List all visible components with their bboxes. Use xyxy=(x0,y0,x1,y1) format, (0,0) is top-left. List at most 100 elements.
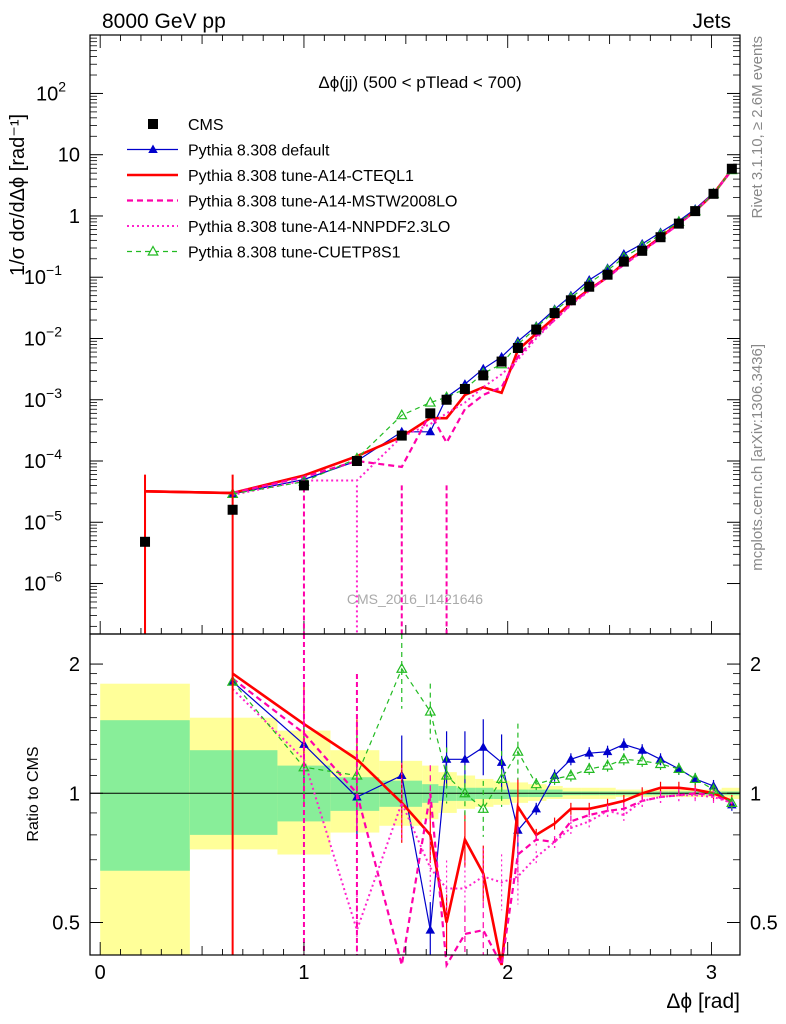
upper-y-tick-label: 102 xyxy=(36,78,66,105)
upper-y-tick-label: 10−1 xyxy=(24,262,62,289)
x-tick-label: 1 xyxy=(298,962,309,984)
default-marker xyxy=(425,426,436,436)
ratio-cuetp8s1-marker xyxy=(601,759,614,770)
series-line xyxy=(232,168,733,495)
legend-label: CMS xyxy=(188,117,224,134)
ratio-y-tick-label-right: 2 xyxy=(750,654,761,676)
cms-data-point xyxy=(459,383,470,394)
cms-data-point xyxy=(618,256,629,267)
x-tick-label: 0 xyxy=(95,962,106,984)
ratio-inner-band xyxy=(493,789,510,799)
cms-data-point xyxy=(708,188,719,199)
ratio-default-marker xyxy=(425,925,436,934)
svg-text:1/σ dσ/dΔϕ [rad⁻¹]: 1/σ dσ/dΔϕ [rad⁻¹] xyxy=(7,114,29,276)
ratio-data-series xyxy=(226,634,738,969)
ratio-default-marker xyxy=(602,746,613,756)
cms-data-point xyxy=(441,394,452,405)
upper-y-tick-label: 10−4 xyxy=(24,446,62,473)
cms-data-point xyxy=(351,456,362,467)
ratio-y-tick-label: 0.5 xyxy=(52,912,80,934)
legend-item: Pythia 8.308 tune-A14-NNPDF2.3LO xyxy=(127,219,450,236)
ratio-default-marker xyxy=(674,763,684,773)
cms-data-point xyxy=(140,536,151,547)
ratio-inner-band xyxy=(100,720,190,871)
cteql1-first-step xyxy=(144,490,233,495)
cms-data-point xyxy=(227,504,238,515)
ratio-y-axis-label: Ratio to CMS xyxy=(25,746,42,841)
x-tick-label: 2 xyxy=(502,962,513,984)
ratio-cuetp8s1-marker xyxy=(495,772,508,784)
cms-data-point xyxy=(512,342,523,353)
ratio-cuetp8s1-marker xyxy=(654,757,667,769)
ratio-cuetp8s1-marker xyxy=(530,777,543,789)
legend-item: Pythia 8.308 tune-CUETP8S1 xyxy=(127,245,401,262)
ratio-y-tick-label: 1 xyxy=(69,783,80,805)
ratio-series-line xyxy=(231,672,733,966)
upper-panel-title: Δϕ(jj) (500 < pTlead < 700) xyxy=(318,73,521,92)
upper-y-axis-label: 1/σ dσ/dΔϕ [rad⁻¹] xyxy=(7,114,29,276)
header-left: 8000 GeV pp xyxy=(102,10,226,33)
legend-swatch-marker xyxy=(147,245,159,256)
series-line xyxy=(232,169,733,495)
ratio-cuetp8s1-marker xyxy=(583,762,595,773)
ratio-cuetp8s1-marker xyxy=(618,753,630,764)
ratio-series-line xyxy=(231,677,733,969)
legend-label: Pythia 8.308 default xyxy=(188,143,330,160)
ratio-y-tick-label-right: 1 xyxy=(750,783,761,805)
ratio-inner-band xyxy=(189,750,278,835)
ratio-default-marker xyxy=(531,803,541,813)
ratio-default-marker xyxy=(478,742,489,751)
source-side-label: mcplots.cern.ch [arXiv:1306.3436] xyxy=(749,344,766,571)
cms-data-point xyxy=(531,324,542,335)
ratio-default-marker xyxy=(584,748,594,757)
upper-axis-ticks: 10−6 10−5 10−4 10−3 10−2 10−1 1 10 102 xyxy=(24,34,740,634)
upper-y-axis-label-text: 1/σ dσ/dΔϕ [rad⁻¹] xyxy=(7,114,29,276)
legend-item: Pythia 8.308 tune-A14-CTEQL1 xyxy=(127,168,414,185)
ratio-cuetp8s1-marker xyxy=(512,745,524,756)
upper-data-series xyxy=(140,163,738,634)
ratio-series-line xyxy=(232,667,733,810)
ratio-cuetp8s1-marker xyxy=(440,769,453,780)
cms-data-point xyxy=(478,370,489,381)
ratio-series-line xyxy=(231,688,733,934)
x-axis-label: Δϕ [rad] xyxy=(666,990,740,1013)
ratio-cuetp8s1-marker xyxy=(565,769,577,780)
cms-data-point xyxy=(584,281,595,292)
cms-data-point xyxy=(690,206,701,217)
ratio-default-marker xyxy=(637,745,647,754)
legend-label: Pythia 8.308 tune-CUETP8S1 xyxy=(188,245,401,262)
cms-data-point xyxy=(496,356,507,367)
ratio-cuetp8s1-marker xyxy=(673,762,685,773)
cms-data-point xyxy=(726,163,737,174)
legend: CMS Pythia 8.308 default Pythia 8.308 tune… xyxy=(127,117,457,262)
ratio-default-marker xyxy=(460,754,470,763)
ratio-axis-ticks: 0.5 0.5 1 1 2 2 0 1 2 3 xyxy=(52,654,778,984)
ratio-default-marker xyxy=(619,739,629,748)
ratio-frame xyxy=(89,633,741,956)
cuetp8s1-marker xyxy=(424,396,437,407)
x-tick-label: 3 xyxy=(706,962,717,984)
ratio-cuetp8s1-marker xyxy=(548,772,561,784)
ratio-cuetp8s1-marker xyxy=(395,662,408,673)
cms-data-point xyxy=(637,245,648,256)
upper-y-tick-label: 10−3 xyxy=(24,385,62,412)
ratio-y-tick-label: 2 xyxy=(69,654,80,676)
ratio-cuetp8s1-marker xyxy=(726,796,738,807)
upper-y-tick-label: 10−6 xyxy=(24,569,62,596)
legend-item: CMS xyxy=(148,117,224,134)
cms-data-point xyxy=(298,480,309,491)
cms-data-point xyxy=(655,232,666,243)
watermark: CMS_2016_I1421646 xyxy=(347,591,483,607)
cms-data-point xyxy=(425,408,436,419)
cms-data-point xyxy=(673,218,684,229)
legend-label: Pythia 8.308 tune-A14-CTEQL1 xyxy=(188,168,414,185)
cms-data-point xyxy=(565,295,576,306)
ratio-series-line xyxy=(232,681,733,931)
legend-label: Pythia 8.308 tune-A14-NNPDF2.3LO xyxy=(188,219,450,236)
upper-y-tick-label: 10 xyxy=(58,145,80,167)
ratio-y-tick-label-right: 0.5 xyxy=(750,912,778,934)
cms-data-point xyxy=(602,269,613,280)
ratio-default-marker xyxy=(566,754,576,763)
legend-label: Pythia 8.308 tune-A14-MSTW2008LO xyxy=(188,194,457,211)
